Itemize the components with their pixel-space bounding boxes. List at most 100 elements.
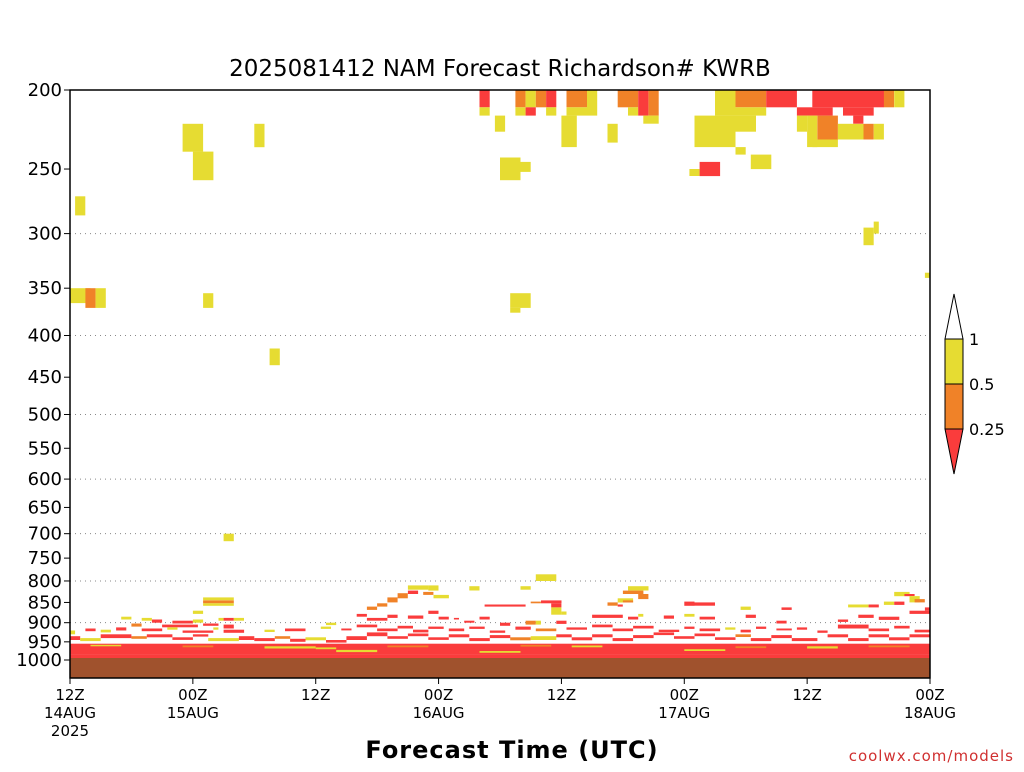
y-tick-label: 700 (28, 524, 62, 545)
ri-cell (356, 624, 378, 628)
ri-cell (479, 107, 490, 116)
credit-text: coolwx.com/models (849, 747, 1014, 765)
ri-cell (571, 645, 603, 648)
x-tick-label: 12Z (547, 686, 576, 704)
ri-cell (848, 638, 869, 642)
x-tick-label: 00Z (670, 686, 699, 704)
ri-cell (223, 624, 234, 629)
ri-cell (192, 610, 204, 614)
ri-cell (141, 628, 163, 632)
ri-cell (70, 643, 930, 655)
ri-cell (192, 151, 214, 181)
ri-cell (796, 115, 808, 132)
ri-cell (735, 634, 751, 637)
y-tick-label: 600 (28, 469, 62, 490)
ri-cell (699, 628, 721, 632)
legend-swatch (944, 428, 964, 475)
ri-cell (192, 634, 209, 637)
ri-cell (269, 348, 280, 366)
plot-frame (69, 89, 931, 679)
ri-cell (535, 574, 557, 581)
ri-cell (807, 115, 818, 148)
ri-cell (377, 628, 398, 632)
data-cells (70, 90, 930, 660)
plot-background (70, 90, 930, 678)
ri-cell (684, 613, 695, 617)
ri-cell (438, 616, 449, 620)
ri-cell (868, 628, 890, 632)
ri-cell (182, 645, 214, 648)
legend-label: 1 (969, 330, 979, 349)
ri-cell (464, 620, 475, 623)
ri-cell (131, 636, 147, 639)
ri-cell (735, 115, 756, 132)
ri-cell (617, 90, 639, 108)
ri-cell (484, 604, 526, 607)
y-tick-label: 850 (28, 592, 62, 613)
ri-cell (566, 90, 587, 108)
ri-cell (500, 157, 521, 181)
ri-cell (223, 629, 245, 633)
ri-cell (510, 637, 531, 641)
ri-cell (75, 196, 86, 216)
ri-cell (172, 637, 193, 640)
ri-cell (863, 123, 874, 140)
ri-cell (924, 607, 930, 611)
ri-cell (182, 123, 204, 152)
ri-cell (771, 635, 792, 639)
ri-cell (254, 638, 275, 642)
ri-cell (192, 619, 204, 623)
ri-cell (781, 607, 792, 610)
ri-cell (203, 293, 214, 308)
ri-cell (453, 617, 459, 620)
ri-cell (863, 227, 874, 246)
y-tick-label: 450 (28, 367, 62, 388)
x-tick-label: 00Z (424, 686, 453, 704)
ri-cell (684, 649, 726, 651)
ri-cell (735, 147, 746, 155)
ri-cell (70, 630, 76, 635)
ri-cell (85, 288, 96, 308)
ri-cell (515, 626, 531, 630)
legend-label: 0.5 (969, 375, 994, 394)
ri-cell (571, 637, 593, 641)
ri-cell (223, 617, 234, 621)
ri-cell (607, 123, 618, 143)
ri-cell (346, 636, 367, 640)
y-tick-label: 800 (28, 571, 62, 592)
ri-cell (694, 602, 715, 606)
ri-cell (341, 628, 352, 631)
ri-cell (213, 627, 219, 630)
ri-cell (612, 628, 634, 632)
ri-cell (320, 626, 331, 629)
x-tick-label: 00Z (178, 686, 207, 704)
y-tick-label: 950 (28, 632, 62, 653)
ri-cell (883, 601, 895, 605)
ri-cell (628, 616, 639, 620)
ri-cell (326, 640, 347, 643)
ri-cell (530, 636, 557, 640)
ri-cell (561, 115, 577, 148)
ri-cell (883, 90, 895, 108)
ri-cell (100, 629, 111, 633)
ri-cell (541, 600, 562, 604)
ri-cell (146, 634, 173, 638)
ri-cell (643, 115, 659, 124)
ri-cell (469, 638, 490, 642)
ri-cell (796, 627, 808, 630)
ri-cell (469, 626, 485, 629)
ri-cell (530, 601, 541, 604)
ri-cell (428, 637, 449, 640)
ri-cell (479, 651, 521, 653)
x-tick-label: 14AUG (44, 704, 96, 722)
y-tick-label: 900 (28, 613, 62, 634)
ri-cell (515, 90, 526, 108)
ri-cell (203, 603, 234, 606)
ri-cell (525, 620, 536, 625)
ri-cell (305, 637, 326, 641)
ri-cell (914, 629, 930, 633)
ri-cell (141, 617, 152, 621)
ri-cell (909, 610, 930, 614)
